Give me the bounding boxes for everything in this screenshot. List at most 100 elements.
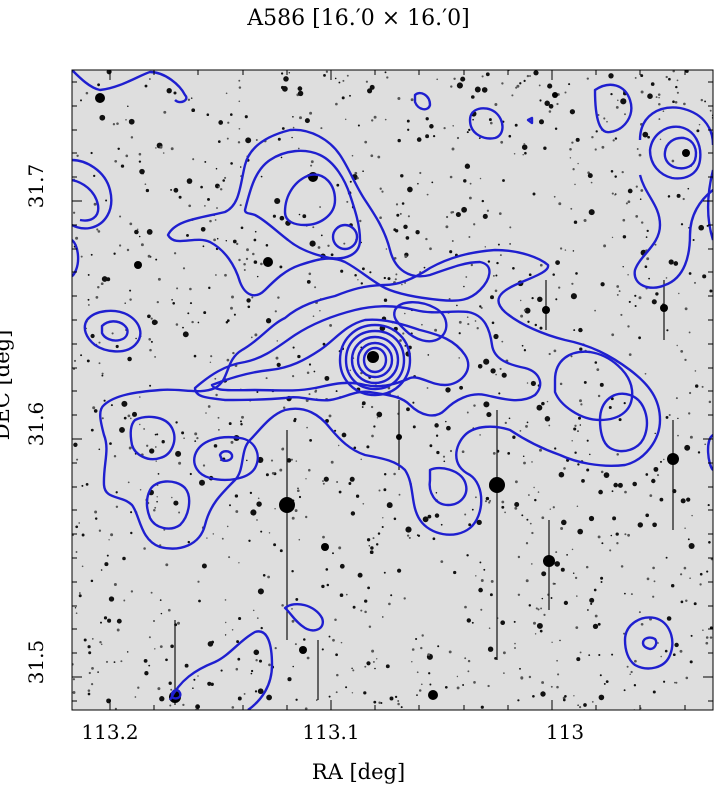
star [569, 109, 576, 115]
star [148, 664, 151, 667]
star [230, 440, 234, 444]
star [694, 281, 696, 284]
star [488, 627, 491, 629]
star [675, 85, 678, 89]
star [547, 83, 553, 89]
star [536, 622, 543, 629]
star [481, 87, 488, 93]
star [134, 229, 139, 235]
star [523, 143, 526, 146]
star [218, 429, 220, 431]
star [175, 421, 178, 424]
star [571, 439, 573, 442]
star [406, 119, 410, 123]
star [695, 384, 699, 388]
star [306, 371, 310, 374]
star [479, 177, 482, 180]
star [468, 523, 472, 527]
star [115, 344, 119, 349]
star [399, 339, 402, 342]
star [529, 75, 531, 77]
star [629, 673, 631, 676]
star [466, 316, 469, 318]
star [608, 405, 612, 410]
star [345, 593, 348, 596]
star [580, 329, 583, 332]
star [191, 320, 194, 324]
star [500, 140, 504, 144]
star [534, 633, 537, 635]
star [620, 565, 624, 568]
star [592, 623, 599, 630]
star [476, 519, 482, 526]
star [531, 531, 534, 535]
star [292, 346, 295, 349]
star [270, 459, 274, 462]
star [120, 660, 123, 663]
star [119, 215, 122, 218]
star [380, 702, 383, 704]
star [139, 489, 142, 491]
star [704, 443, 707, 446]
star [668, 413, 671, 417]
star [108, 539, 110, 541]
star [603, 117, 606, 120]
star [699, 583, 702, 586]
star [246, 459, 248, 462]
star-field [72, 70, 713, 710]
star [327, 244, 330, 247]
star [501, 82, 504, 85]
star [569, 157, 572, 159]
star [339, 563, 345, 569]
star [154, 506, 157, 509]
star [383, 473, 387, 476]
star [594, 361, 598, 364]
star [688, 272, 692, 275]
star [405, 526, 412, 533]
star [171, 299, 173, 301]
star [151, 319, 158, 326]
star [215, 167, 218, 170]
star [598, 653, 601, 657]
star [117, 147, 120, 151]
star [519, 82, 522, 85]
star [90, 682, 94, 686]
star [356, 177, 359, 180]
star [458, 357, 461, 359]
star [153, 509, 156, 512]
star [113, 583, 117, 586]
star [667, 195, 670, 198]
star [227, 121, 230, 124]
star [708, 400, 712, 404]
star [595, 130, 598, 133]
star [608, 73, 614, 79]
star [616, 453, 619, 456]
star [296, 489, 300, 493]
star [373, 425, 376, 428]
star [698, 224, 705, 231]
star [298, 495, 302, 499]
star [577, 430, 579, 432]
star [80, 354, 83, 357]
star [688, 412, 691, 415]
star [314, 389, 318, 392]
star [401, 202, 405, 205]
star [277, 137, 281, 141]
star [250, 672, 253, 675]
star [273, 543, 277, 547]
star [599, 674, 602, 677]
star [411, 648, 415, 651]
star [187, 540, 191, 544]
star [379, 216, 382, 220]
star [150, 317, 153, 320]
star [349, 180, 352, 183]
y-tick-label-wrap: 31.7 [24, 164, 66, 216]
star [354, 274, 357, 277]
star [394, 695, 398, 699]
star [459, 385, 464, 390]
star [226, 358, 230, 362]
star [107, 618, 112, 623]
star [680, 350, 684, 353]
star [538, 119, 545, 125]
star [539, 263, 543, 267]
